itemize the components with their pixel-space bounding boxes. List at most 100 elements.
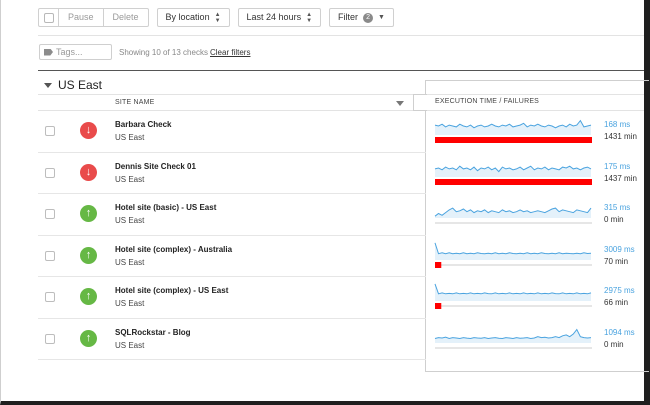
divider [38,35,644,36]
sparkline-line [434,119,592,129]
row-checkbox[interactable] [45,167,55,178]
filter-count-badge: 2 [363,12,374,23]
failure-bar [435,261,442,268]
check-region: US East [115,340,145,350]
location-select[interactable]: By location ▲ ▼ [156,8,230,27]
sparkline-line [434,328,592,339]
tags-input[interactable]: Tags... [39,44,112,60]
sparkline-area [435,283,591,301]
check-name[interactable]: Hotel site (basic) - US East [115,203,217,212]
failure-minutes: 1437 min [604,173,637,183]
row-checkbox[interactable] [45,209,55,219]
checkbox-icon [43,12,54,23]
showing-count: Showing 10 of 13 checks [119,48,208,57]
row-checkbox[interactable] [45,292,55,302]
row-checkbox[interactable] [45,250,55,261]
caret-down-icon: ▼ [378,14,385,21]
failure-bar [435,137,592,143]
sparkline-area [435,120,591,135]
arrow-down-icon: ↓ [80,122,97,139]
sparkline-area [435,329,591,343]
tag-icon [44,48,53,56]
sparkline-chart [434,119,592,143]
failure-minutes: 70 min [604,256,629,266]
updown-icon: ▲ ▼ [306,11,313,24]
group-header[interactable]: US East [44,78,102,92]
table-row[interactable]: ↑ Hotel site (complex) - US East US East [38,277,426,319]
table-row[interactable]: ↓ Dennis Site Check 01 US East [38,153,426,194]
check-region: US East [115,257,145,267]
failure-minutes: 1431 min [604,132,637,141]
bulk-actions: Pause Delete [38,8,149,27]
location-select-label: By location [165,12,210,22]
failure-bar [435,303,442,309]
column-divider [413,94,427,111]
failure-bar [435,178,592,185]
execution-row: 3009 ms 70 min [426,236,648,278]
check-name[interactable]: SQLRockstar - Blog [115,327,191,337]
sparkline-line [434,165,592,172]
row-checkbox[interactable] [45,333,55,344]
pause-button[interactable]: Pause [59,9,104,26]
check-name[interactable]: Barbara Check [115,120,172,129]
failure-minutes: 66 min [604,298,629,307]
table-row[interactable]: ↑ Hotel site (basic) - US East US East [38,194,426,236]
execution-time: 168 ms [604,120,631,129]
check-name[interactable]: Dennis Site Check 01 [115,161,196,171]
sparkline-chart [434,165,592,185]
execution-row: 1094 ms 0 min [426,319,648,361]
execution-panel [425,80,649,372]
divider [38,70,644,71]
sparkline-chart [434,328,592,348]
arrow-down-icon: ↓ [80,163,97,181]
delete-button[interactable]: Delete [112,12,139,22]
check-name[interactable]: Hotel site (complex) - Australia [115,244,233,254]
execution-time: 315 ms [604,203,631,212]
table-row[interactable]: ↑ SQLRockstar - Blog US East [38,319,426,360]
sparkline-chart [434,242,592,268]
execution-list: 168 ms 1431 min 175 ms 1437 min 315 ms 0 min 3… [426,111,648,360]
execution-time: 1094 ms [604,327,635,337]
execution-row: 2975 ms 66 min [426,277,648,319]
time-range-label: Last 24 hours [246,12,302,22]
table-row[interactable]: ↑ Hotel site (complex) - Australia US East [38,236,426,277]
clear-filters-link[interactable]: Clear filters [210,48,251,57]
tags-placeholder: Tags... [56,47,83,57]
toolbar: Pause Delete By location ▲ ▼ Last 24 hour… [38,8,394,27]
filter-label: Filter [338,12,359,22]
sort-down-icon[interactable] [396,101,404,106]
collapse-triangle-icon [44,82,52,88]
arrow-up-icon: ↑ [80,246,97,264]
sparkline-line [434,283,592,295]
sparkline-line [434,242,592,254]
check-region: US East [115,133,145,142]
time-range-select[interactable]: Last 24 hours ▲ ▼ [237,8,322,27]
arrow-up-icon: ↑ [80,205,97,222]
failure-minutes: 0 min [604,215,624,224]
arrow-up-icon: ↑ [80,329,97,347]
check-name[interactable]: Hotel site (complex) - US East [115,286,229,295]
updown-icon: ▲ ▼ [214,11,221,24]
column-header: SITE NAME [38,94,644,111]
execution-column-header[interactable]: EXECUTION TIME / FAILURES [435,98,540,105]
group-title: US East [58,78,103,92]
arrow-up-icon: ↑ [80,288,97,305]
execution-row: 168 ms 1431 min [426,111,648,153]
check-region: US East [115,299,145,308]
checks-list: ↓ Barbara Check US East ↓ Dennis Site Check … [38,111,426,360]
execution-row: 315 ms 0 min [426,194,648,236]
sparkline-chart [434,283,592,309]
sparkline-area [435,165,591,177]
select-all-checkbox[interactable] [39,9,59,26]
check-region: US East [115,174,145,184]
sparkline-area [435,242,591,260]
sparkline-line [434,207,592,217]
execution-time: 175 ms [604,161,631,171]
check-region: US East [115,216,145,225]
site-name-column-header[interactable]: SITE NAME [115,99,155,106]
table-row[interactable]: ↓ Barbara Check US East [38,111,426,153]
execution-time: 2975 ms [604,286,635,295]
row-checkbox[interactable] [45,126,55,136]
execution-time: 3009 ms [604,244,635,254]
filter-button[interactable]: Filter 2 ▼ [329,8,394,27]
